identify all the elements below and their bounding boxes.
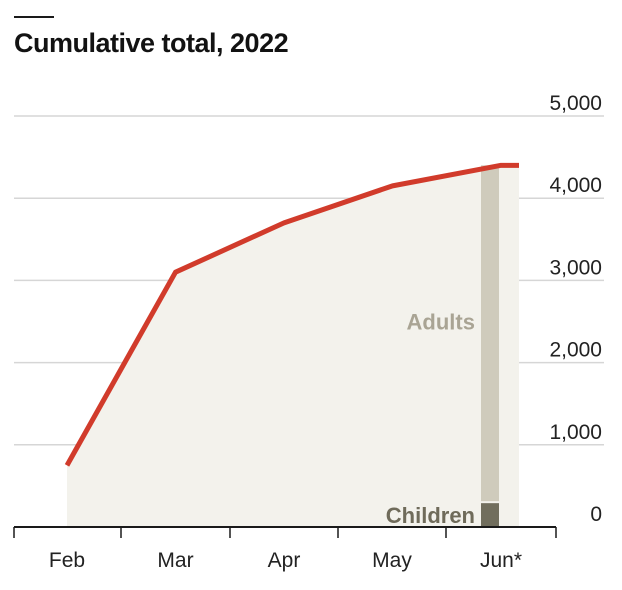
x-tick-label: Apr [268, 549, 301, 572]
x-tick-label: Mar [157, 549, 193, 572]
y-tick-label: 0 [590, 503, 602, 526]
bar-labels: Children Adults [386, 309, 475, 528]
series-line [64, 162, 519, 467]
x-tick-label: Feb [49, 549, 85, 572]
bar-segment [481, 503, 499, 527]
x-tick-label: May [372, 549, 412, 572]
x-tick-label: Jun* [480, 549, 522, 572]
chart-title: Cumulative total, 2022 [14, 28, 289, 58]
x-axis-labels: Feb Mar Apr May Jun* [49, 549, 522, 572]
stacked-bar [481, 165, 499, 527]
bar-segment [481, 165, 499, 502]
y-tick-label: 1,000 [549, 421, 602, 444]
y-tick-label: 3,000 [549, 256, 602, 279]
bar-segment-label: Adults [407, 309, 475, 334]
y-tick-label: 4,000 [549, 174, 602, 197]
area-fill [67, 165, 519, 527]
title-rule [14, 16, 54, 18]
y-axis-labels: 0 1,000 2,000 3,000 4,000 5,000 [549, 92, 602, 526]
x-axis [13, 526, 557, 538]
y-tick-label: 5,000 [549, 92, 602, 115]
y-tick-label: 2,000 [549, 339, 602, 362]
bar-segment-label: Children [386, 503, 475, 528]
